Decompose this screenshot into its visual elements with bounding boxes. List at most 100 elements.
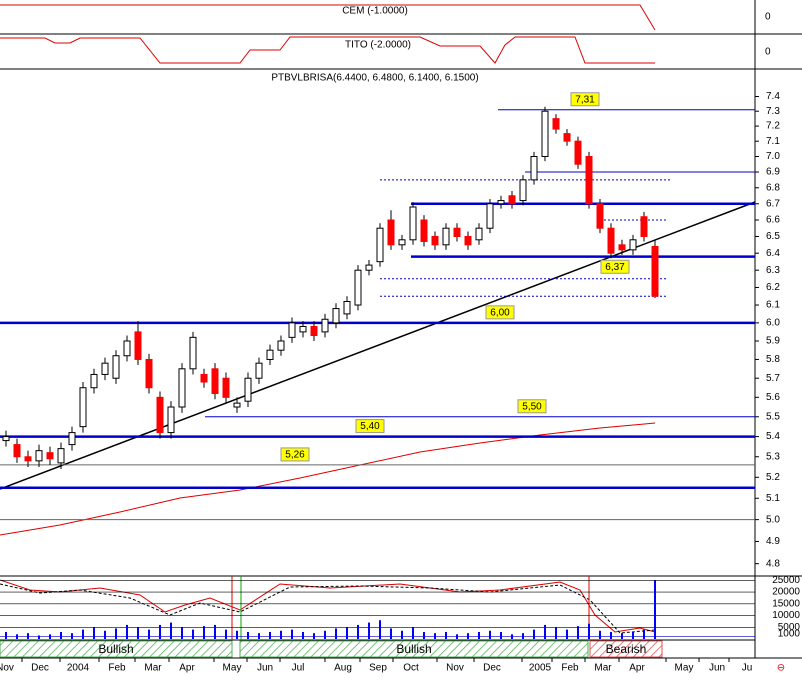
volume-bar bbox=[302, 631, 304, 639]
signal-band bbox=[0, 640, 233, 658]
candle-body bbox=[420, 219, 428, 242]
volume-bar bbox=[192, 629, 194, 639]
candle-body bbox=[310, 325, 318, 337]
annotation-box bbox=[485, 305, 515, 320]
volume-bar bbox=[258, 633, 260, 639]
volume-bar bbox=[203, 626, 205, 639]
x-tick-label: Apr bbox=[179, 663, 195, 674]
x-tick-label: Nov bbox=[0, 663, 14, 674]
volume-bar bbox=[38, 635, 40, 639]
x-tick-label: 2004 bbox=[67, 663, 90, 674]
candle-body bbox=[343, 300, 351, 315]
candle-body bbox=[200, 373, 208, 383]
volume-bar bbox=[478, 631, 480, 639]
volume-bar bbox=[390, 628, 392, 639]
cem-title: CEM (-1.0000) bbox=[342, 6, 408, 17]
y-tick-label: 6.3 bbox=[766, 265, 780, 276]
y-tick-label: 6.2 bbox=[766, 282, 780, 293]
candle-body bbox=[453, 227, 461, 237]
candle-body bbox=[167, 406, 175, 434]
volume-bar bbox=[313, 633, 315, 639]
volume-bar bbox=[93, 627, 95, 639]
volume-bar bbox=[401, 630, 403, 639]
annotation-box bbox=[280, 447, 310, 462]
candle-body bbox=[46, 452, 54, 460]
candle-body bbox=[90, 373, 98, 389]
x-tick-label: Sep bbox=[369, 663, 387, 674]
volume-bar bbox=[654, 580, 656, 639]
x-tick-label: Jun bbox=[257, 663, 273, 674]
volume-bar bbox=[214, 624, 216, 639]
volume-bar bbox=[170, 622, 172, 639]
signal-label: Bullish bbox=[98, 642, 133, 656]
volume-bar bbox=[126, 624, 128, 639]
frame bbox=[0, 0, 802, 659]
trend-line bbox=[0, 201, 756, 490]
volume-bar bbox=[16, 634, 18, 639]
candle-body bbox=[596, 203, 604, 229]
x-tick-label: Jun bbox=[709, 663, 725, 674]
volume-bar bbox=[434, 633, 436, 639]
volume-bar bbox=[467, 633, 469, 639]
candle-body bbox=[332, 308, 340, 324]
candle-body bbox=[607, 227, 615, 254]
candle-body bbox=[618, 244, 626, 251]
volume-bar bbox=[60, 631, 62, 639]
x-tick-label: Jul bbox=[292, 663, 305, 674]
annotation-box bbox=[570, 92, 600, 107]
candle-body bbox=[585, 155, 593, 205]
y-tick-label: 5.6 bbox=[766, 392, 780, 403]
annotation-label: 6,00 bbox=[490, 308, 510, 319]
volume-bar bbox=[137, 627, 139, 639]
candle-body bbox=[178, 368, 186, 408]
candle-body bbox=[255, 362, 263, 379]
candle-body bbox=[541, 110, 549, 157]
oscillator bbox=[0, 579, 656, 633]
x-tick-label: Oct bbox=[403, 663, 419, 674]
volume-bar bbox=[621, 633, 623, 639]
cem-tick: 0 bbox=[765, 12, 771, 23]
volume-bar bbox=[379, 620, 381, 639]
candle-body bbox=[68, 432, 76, 446]
candle-body bbox=[288, 322, 296, 338]
candle-body bbox=[299, 325, 307, 333]
y-tick-label: 6.4 bbox=[766, 248, 780, 259]
volume-bar bbox=[489, 630, 491, 639]
volume-bar bbox=[610, 631, 612, 639]
chart-title: PTBVLBRISA(6.4400, 6.4800, 6.1400, 6.150… bbox=[271, 73, 478, 84]
volume-bar bbox=[412, 627, 414, 639]
y-tick-label: 7.4 bbox=[766, 91, 780, 102]
volume-bar bbox=[632, 631, 634, 639]
candle-body bbox=[387, 219, 395, 246]
candle-body bbox=[431, 235, 439, 246]
signal-band bbox=[589, 640, 663, 658]
volume-bar bbox=[533, 629, 535, 639]
y-tick-label: 5.2 bbox=[766, 472, 780, 483]
candle-body bbox=[244, 377, 252, 402]
candle-body bbox=[354, 269, 362, 306]
candle-body bbox=[101, 362, 109, 375]
candle-body bbox=[464, 235, 472, 246]
volume-bar bbox=[456, 634, 458, 639]
y-tick-label: 7.2 bbox=[766, 121, 780, 132]
icon[interactable]: ⊖ bbox=[777, 663, 785, 674]
volume-bar bbox=[500, 631, 502, 639]
volume-bar bbox=[82, 629, 84, 639]
candle-body bbox=[145, 358, 153, 389]
y-tick-label: 6.9 bbox=[766, 167, 780, 178]
tito-line bbox=[0, 36, 655, 64]
candle-body bbox=[2, 436, 10, 442]
volume-bar bbox=[247, 631, 249, 639]
candle-body bbox=[156, 396, 164, 434]
x-tick-label: Feb bbox=[108, 663, 126, 674]
volume-bar bbox=[599, 630, 601, 639]
volume-bar bbox=[335, 628, 337, 639]
moving-average bbox=[0, 422, 656, 536]
y-tick-label: 7.1 bbox=[766, 136, 780, 147]
volume-bar bbox=[225, 629, 227, 639]
candle-body bbox=[24, 456, 32, 462]
annotation-label: 7,31 bbox=[575, 94, 595, 105]
volume-bar bbox=[27, 633, 29, 639]
